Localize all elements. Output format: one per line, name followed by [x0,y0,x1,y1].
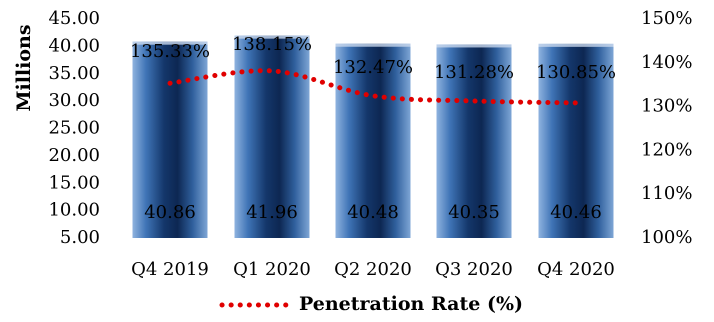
legend: Penetration Rate (%) [219,293,523,315]
bar-top-highlight [436,44,512,48]
y-tick-label: 40.00 [48,35,100,56]
y-tick-label: 25.00 [48,118,100,139]
bar-top-highlight [132,41,208,45]
y-axis-title: Millions [13,24,35,111]
y-tick-label: 30.00 [48,90,100,111]
bar-data-label: 41.96 [246,202,298,223]
y2-tick-label: 110% [641,183,692,204]
bar-top-highlight [234,35,310,39]
line-data-label: 131.28% [434,62,514,83]
penetration-rate-series [167,68,579,106]
legend-label: Penetration Rate (%) [299,293,523,315]
bar [538,43,614,238]
y2-tick-label: 100% [641,227,692,248]
y-tick-label: 10.00 [48,200,100,221]
y-tick-label: 35.00 [48,63,100,84]
bar [234,35,310,239]
y2-tick-label: 120% [641,139,692,160]
x-tick-label: Q3 2020 [435,259,513,280]
bar-data-label: 40.46 [550,202,602,223]
bar-series [132,35,614,239]
y2-tick-label: 150% [641,8,692,29]
bar [335,43,411,238]
bar-data-label: 40.35 [448,202,500,223]
y-axis-left: 5.00 10.00 15.00 20.00 25.00 30.00 35.00 40.00 4… [48,8,100,248]
y-tick-label: 20.00 [48,145,100,166]
bar-data-labels: 40.86 41.96 40.48 40.35 40.46 [144,202,602,223]
x-tick-label: Q4 2019 [131,259,209,280]
bar-top-highlight [335,43,411,47]
line-data-labels: 135.33% 138.15% 132.47% 131.28% 130.85% [130,34,616,83]
bar [436,44,512,238]
bar-data-label: 40.48 [347,202,399,223]
y-tick-label: 5.00 [60,227,100,248]
y-tick-label: 45.00 [48,8,100,29]
x-axis: Q4 2019 Q1 2020 Q2 2020 Q3 2020 Q4 2020 [131,259,615,280]
y-axis-right: 100% 110% 120% 130% 140% 150% [641,8,692,248]
x-tick-label: Q1 2020 [233,259,311,280]
line-data-label: 135.33% [130,41,210,62]
x-tick-label: Q2 2020 [334,259,412,280]
y2-tick-label: 140% [641,52,692,73]
y2-tick-label: 130% [641,96,692,117]
bar-data-label: 40.86 [144,202,196,223]
line-data-label: 130.85% [536,62,616,83]
line-data-label: 132.47% [333,57,413,78]
bar-top-highlight [538,43,614,47]
line-data-label: 138.15% [232,34,312,55]
y-tick-label: 15.00 [48,172,100,193]
bar [132,41,208,238]
x-tick-label: Q4 2020 [537,259,615,280]
